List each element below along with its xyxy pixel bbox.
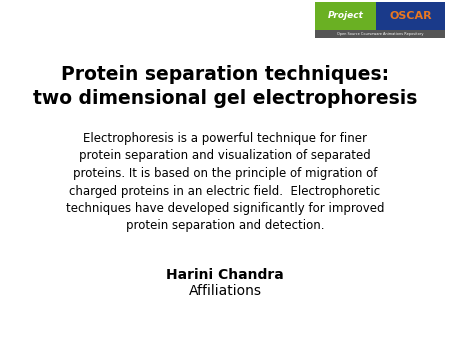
Text: OSCAR: OSCAR	[389, 11, 432, 21]
FancyBboxPatch shape	[315, 2, 376, 30]
Text: Open Source Courseware Animations Repository: Open Source Courseware Animations Reposi…	[337, 32, 423, 36]
Text: Project: Project	[328, 11, 364, 21]
Text: Harini Chandra: Harini Chandra	[166, 268, 284, 282]
Text: Affiliations: Affiliations	[189, 284, 261, 298]
Text: Protein separation techniques:
two dimensional gel electrophoresis: Protein separation techniques: two dimen…	[33, 65, 417, 108]
Text: Electrophoresis is a powerful technique for finer
protein separation and visuali: Electrophoresis is a powerful technique …	[66, 132, 384, 233]
FancyBboxPatch shape	[376, 2, 445, 30]
FancyBboxPatch shape	[315, 30, 445, 38]
